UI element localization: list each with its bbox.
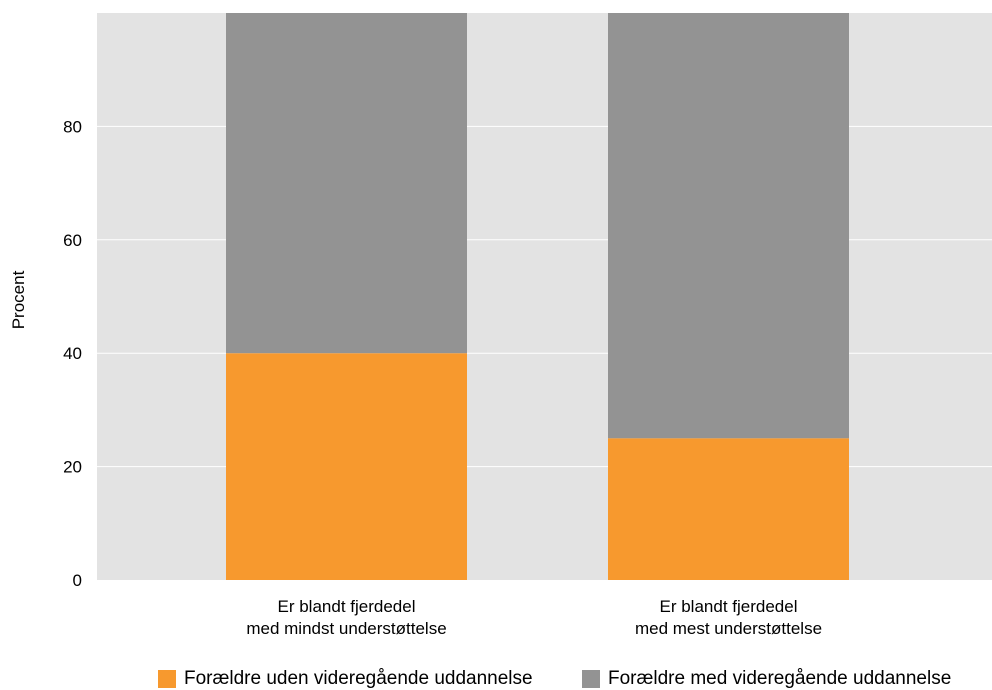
- y-tick-label-80: 80: [63, 117, 82, 136]
- y-tick-label-0: 0: [73, 571, 82, 590]
- legend-item-med: Forældre med videregående uddannelse: [582, 668, 951, 690]
- category-label-1: Er blandt fjerdedel med mindst understøtt…: [246, 597, 446, 638]
- legend-swatch-med: [582, 670, 600, 688]
- category-label-2-line-2: med mest understøttelse: [635, 619, 822, 638]
- bar-cat2-series1: [608, 438, 849, 580]
- legend-label-uden: Forældre uden videregående uddannelse: [184, 668, 533, 689]
- y-axis-title: Procent: [9, 270, 28, 329]
- category-label-2-line-1: Er blandt fjerdedel: [660, 597, 798, 616]
- bars: [226, 13, 849, 580]
- y-tick-label-60: 60: [63, 231, 82, 250]
- y-tick-label-20: 20: [63, 458, 82, 477]
- legend-item-uden: Forældre uden videregående uddannelse: [158, 668, 533, 690]
- category-labels: Er blandt fjerdedel med mindst understøtt…: [246, 597, 822, 638]
- bar-cat2-series2: [608, 13, 849, 439]
- category-label-1-line-2: med mindst understøttelse: [246, 619, 446, 638]
- category-label-1-line-1: Er blandt fjerdedel: [278, 597, 416, 616]
- legend-swatch-uden: [158, 670, 176, 688]
- bar-cat1-series1: [226, 353, 467, 580]
- category-label-2: Er blandt fjerdedel med mest understøttel…: [635, 597, 822, 638]
- y-tick-label-40: 40: [63, 344, 82, 363]
- stacked-bar-chart: 0 20 40 60 80 Er blandt fjerdedel med mindst …: [9, 13, 992, 638]
- y-tick-labels: 0 20 40 60 80: [63, 117, 82, 590]
- bar-cat1-series2: [226, 13, 467, 354]
- legend-label-med: Forældre med videregående uddannelse: [608, 668, 952, 689]
- legend: Forældre uden videregående uddannelse Fo…: [0, 668, 992, 690]
